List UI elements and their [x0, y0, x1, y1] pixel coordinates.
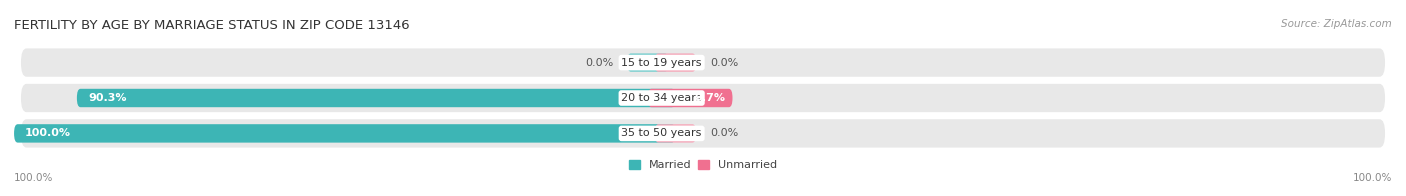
- FancyBboxPatch shape: [655, 124, 696, 143]
- FancyBboxPatch shape: [648, 89, 733, 107]
- Text: FERTILITY BY AGE BY MARRIAGE STATUS IN ZIP CODE 13146: FERTILITY BY AGE BY MARRIAGE STATUS IN Z…: [14, 19, 409, 32]
- FancyBboxPatch shape: [21, 48, 1385, 77]
- Text: 0.0%: 0.0%: [585, 58, 613, 68]
- Text: 20 to 34 years: 20 to 34 years: [621, 93, 702, 103]
- FancyBboxPatch shape: [21, 119, 1385, 148]
- Text: 100.0%: 100.0%: [25, 128, 72, 138]
- Legend: Married, Unmarried: Married, Unmarried: [624, 155, 782, 175]
- Text: 0.0%: 0.0%: [710, 58, 738, 68]
- FancyBboxPatch shape: [77, 89, 675, 107]
- Text: 100.0%: 100.0%: [1353, 173, 1392, 183]
- Text: 0.0%: 0.0%: [710, 128, 738, 138]
- Text: 100.0%: 100.0%: [14, 173, 53, 183]
- FancyBboxPatch shape: [655, 53, 696, 72]
- FancyBboxPatch shape: [14, 124, 675, 143]
- Text: 15 to 19 years: 15 to 19 years: [621, 58, 702, 68]
- FancyBboxPatch shape: [21, 84, 1385, 112]
- Text: Source: ZipAtlas.com: Source: ZipAtlas.com: [1281, 19, 1392, 29]
- FancyBboxPatch shape: [627, 53, 669, 72]
- Text: 90.3%: 90.3%: [89, 93, 127, 103]
- Text: 35 to 50 years: 35 to 50 years: [621, 128, 702, 138]
- Text: 9.7%: 9.7%: [695, 93, 725, 103]
